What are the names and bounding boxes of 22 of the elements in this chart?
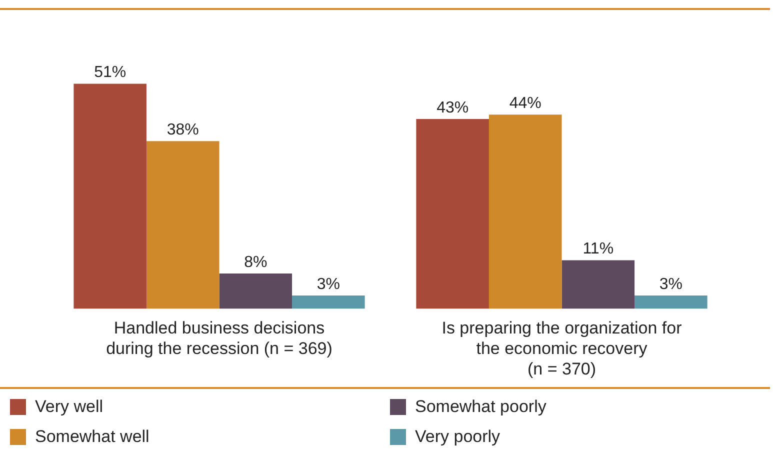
legend-label: Very well [35,397,104,417]
data-label: 3% [659,276,682,293]
bar [562,260,635,309]
data-label: 8% [244,254,268,271]
legend-label: Somewhat poorly [415,397,546,417]
x-tick-label: Is preparing the organization for the economic recovery (n = 370) [442,318,682,378]
x-tick-label: Handled business decisions during the recession (n = 369) [106,318,332,358]
bar [416,119,489,309]
bar [488,114,562,309]
bar [219,273,292,309]
data-label: 43% [436,99,469,116]
bar [146,141,220,309]
bar [634,296,708,309]
data-label: 44% [509,95,542,112]
bar [74,84,146,309]
data-label: 51% [94,64,126,82]
data-label: 38% [166,122,199,138]
legend-label: Somewhat well [35,427,150,447]
data-label: 3% [316,276,340,293]
data-label: 11% [582,240,614,258]
legend-label: Very poorly [415,427,500,447]
bar [292,296,365,309]
